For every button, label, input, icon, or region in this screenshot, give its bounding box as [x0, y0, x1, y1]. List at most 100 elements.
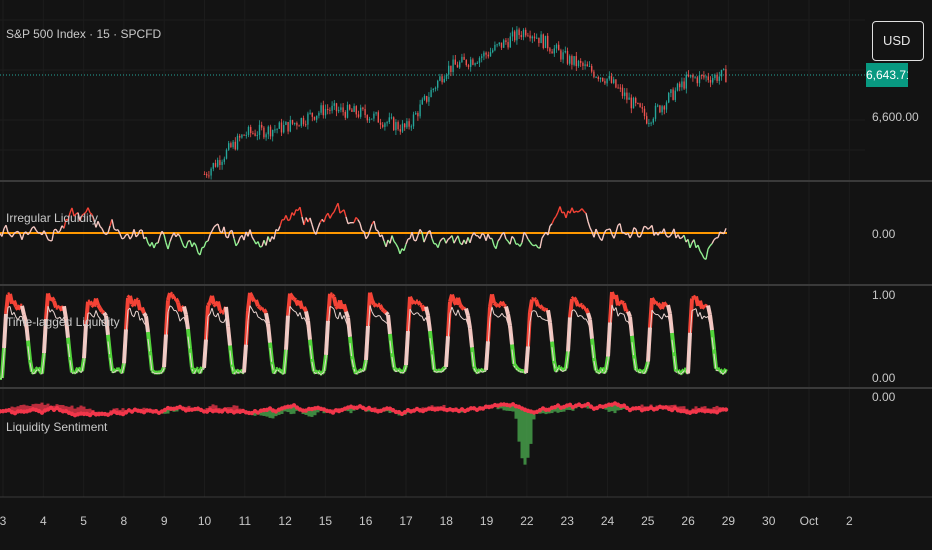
liquidity-sentiment-point: [291, 403, 297, 408]
price-candle-body: [511, 31, 514, 37]
price-candle-body: [360, 107, 362, 117]
time-lagged-liquidity-segment: [290, 295, 296, 301]
irregular-liquidity-segment: [347, 222, 351, 225]
irregular-liquidity-segment: [287, 218, 291, 222]
price-candle-body: [408, 121, 410, 127]
irregular-liquidity-segment: [547, 225, 551, 236]
price-candle-body: [223, 158, 225, 162]
irregular-liquidity-segment: [719, 231, 723, 234]
time-lagged-liquidity-segment: [628, 316, 634, 337]
price-candle-body: [417, 113, 419, 117]
time-lagged-liquidity-inner: [647, 335, 651, 365]
currency-button[interactable]: USD: [872, 21, 924, 61]
irregular-liquidity-segment: [429, 230, 433, 239]
time-lagged-liquidity-segment: [680, 368, 686, 374]
price-candle-body: [278, 122, 280, 129]
price-candle-body: [564, 51, 566, 53]
price-candle-body: [668, 93, 670, 103]
time-lagged-liquidity-inner: [77, 368, 81, 373]
price-candle-body: [507, 42, 509, 48]
price-candle-body: [492, 50, 494, 53]
time-lagged-liquidity-inner: [293, 310, 297, 313]
time-lagged-liquidity-segment: [492, 301, 498, 306]
time-lagged-liquidity-inner: [341, 315, 345, 320]
price-candle-body: [212, 163, 214, 169]
time-lagged-liquidity-inner: [617, 312, 621, 317]
time-lagged-liquidity-segment: [466, 315, 472, 329]
time-lagged-liquidity-inner: [569, 310, 573, 327]
time-lagged-liquidity-segment: [572, 296, 578, 302]
time-tick-label: 12: [278, 514, 292, 528]
price-candle-body: [379, 122, 382, 125]
price-candle-body: [318, 112, 320, 116]
time-lagged-liquidity-segment: [195, 366, 199, 372]
price-candle-body: [591, 66, 593, 72]
time-lagged-liquidity-inner: [401, 371, 405, 374]
irregular-liquidity-segment: [689, 242, 693, 249]
time-lagged-tick-1: 1.00: [872, 288, 896, 302]
time-lagged-liquidity-segment: [416, 300, 422, 306]
time-lagged-liquidity-segment: [594, 368, 600, 374]
time-lagged-liquidity-inner: [97, 315, 101, 319]
time-lagged-liquidity-label: Time-lagged Liquidity: [6, 315, 120, 329]
irregular-liquidity-segment: [101, 228, 105, 234]
price-candle-body: [298, 125, 300, 127]
irregular-liquidity-segment: [521, 232, 525, 243]
time-lagged-liquidity-segment: [100, 309, 106, 315]
time-lagged-liquidity-inner: [381, 319, 385, 322]
time-lagged-liquidity-inner: [555, 368, 559, 373]
irregular-liquidity-segment: [417, 229, 421, 236]
time-lagged-liquidity-inner: [621, 313, 625, 315]
time-lagged-liquidity-segment: [36, 366, 42, 372]
price-candle-body: [610, 76, 613, 83]
irregular-liquidity-segment: [79, 215, 83, 222]
time-lagged-liquidity-segment: [554, 366, 560, 373]
time-lagged-liquidity-segment: [332, 296, 338, 307]
time-lagged-liquidity-segment: [384, 311, 390, 317]
time-lagged-liquidity-segment: [71, 369, 75, 375]
time-lagged-liquidity-inner: [205, 316, 209, 346]
irregular-liquidity-segment: [67, 212, 71, 221]
irregular-liquidity-segment: [5, 225, 9, 233]
irregular-liquidity-segment: [509, 236, 513, 245]
time-lagged-liquidity-inner: [597, 372, 601, 374]
time-lagged-liquidity-inner: [141, 317, 145, 324]
irregular-liquidity-segment: [603, 229, 607, 235]
price-candle-body: [485, 52, 487, 55]
irregular-liquidity-segment: [7, 231, 11, 236]
time-lagged-liquidity-segment: [174, 297, 180, 304]
price-candle-body: [285, 122, 287, 125]
time-lagged-liquidity-segment: [102, 311, 108, 317]
irregular-liquidity-segment: [663, 228, 667, 236]
time-tick-label: 29: [722, 514, 736, 528]
time-lagged-liquidity-inner: [623, 314, 627, 322]
irregular-liquidity-segment: [83, 211, 87, 215]
time-lagged-liquidity-inner: [703, 315, 707, 319]
irregular-liquidity-segment: [529, 241, 533, 246]
time-tick-label: 30: [762, 514, 776, 528]
irregular-liquidity-segment: [21, 232, 25, 240]
price-candle-body: [459, 62, 461, 68]
price-candle-body: [624, 92, 626, 96]
price-candle-body: [553, 48, 555, 54]
irregular-liquidity-segment: [119, 233, 123, 240]
time-lagged-liquidity-inner: [207, 313, 211, 317]
price-candle-body: [681, 81, 683, 88]
irregular-liquidity-segment: [403, 244, 407, 251]
price-candle-body: [709, 80, 712, 83]
time-lagged-liquidity-inner: [431, 354, 435, 371]
time-lagged-liquidity-inner: [391, 356, 395, 370]
time-lagged-liquidity-inner: [169, 305, 173, 308]
irregular-liquidity-segment: [593, 228, 597, 238]
time-lagged-liquidity-inner: [619, 312, 623, 315]
price-candle-body: [723, 69, 725, 71]
time-lagged-liquidity-segment: [124, 297, 130, 330]
price-candle-body: [434, 87, 437, 89]
price-candle-body: [437, 80, 439, 88]
price-candle-body: [454, 59, 456, 65]
irregular-liquidity-segment: [145, 236, 149, 244]
irregular-liquidity-segment: [243, 231, 247, 241]
price-candle-body: [489, 52, 492, 57]
price-candle-body: [234, 141, 236, 150]
